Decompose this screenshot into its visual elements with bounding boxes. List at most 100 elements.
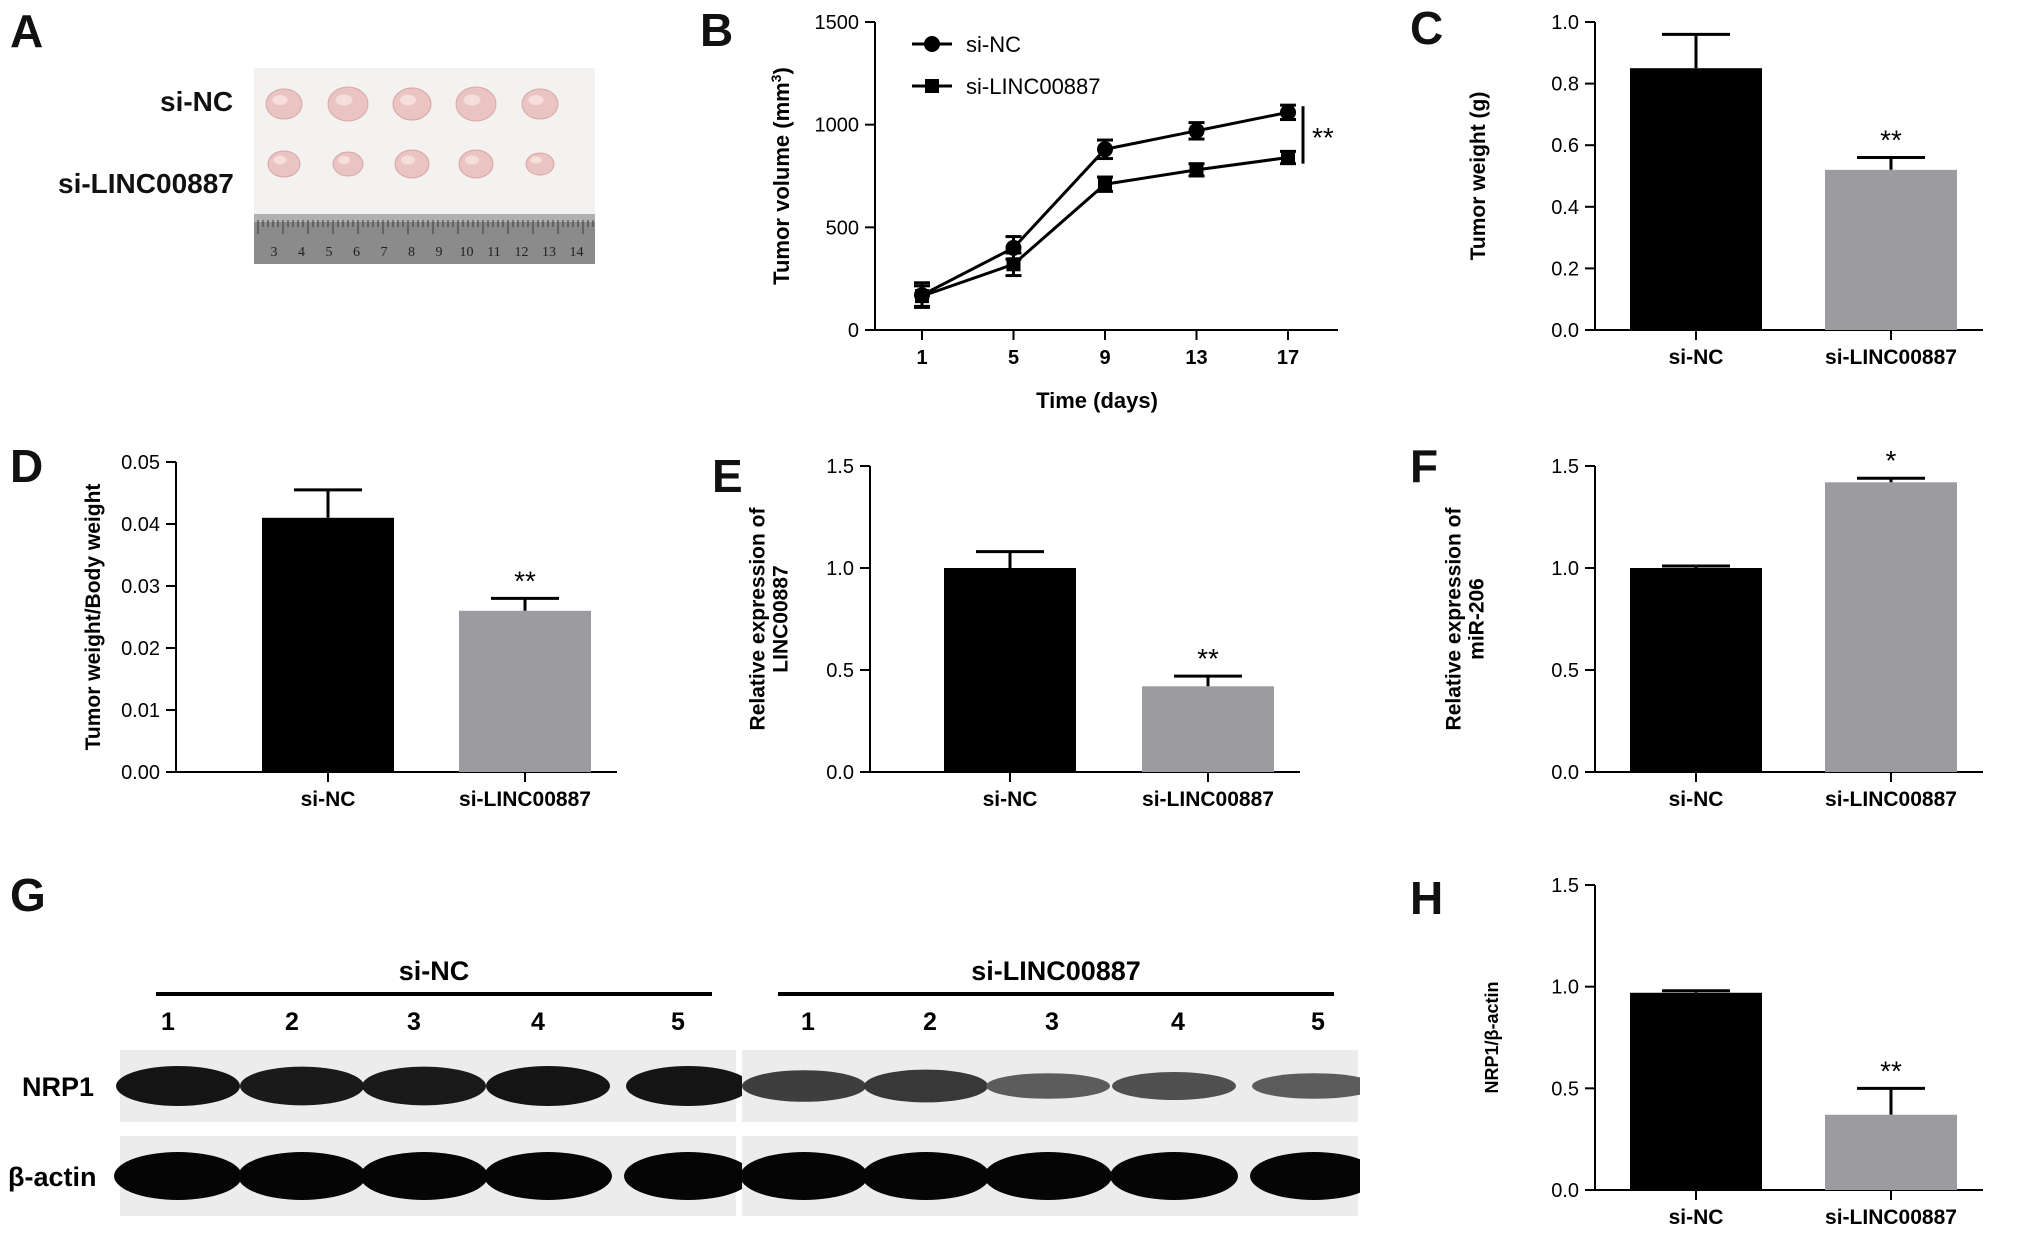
y-tick-label: 0.8 — [1551, 74, 1579, 96]
x-tick-label: si-LINC00887 — [1825, 346, 1957, 369]
x-tick-label: 17 — [1277, 347, 1299, 369]
x-tick-label: si-NC — [301, 788, 356, 811]
x-tick-label: si-NC — [1669, 788, 1724, 811]
band-nrp1 — [116, 1066, 240, 1106]
tumor-photo-drawing — [265, 86, 559, 179]
y-tick-label: 0.00 — [121, 762, 160, 784]
y-axis-label: Relative expression ofmiR-206 — [1442, 507, 1488, 731]
data-point — [1281, 150, 1295, 165]
x-tick-label: si-NC — [983, 788, 1038, 811]
ruler-number: 11 — [487, 245, 500, 260]
y-tick-label: 0.02 — [121, 638, 160, 660]
tumor-highlight-2-2 — [338, 156, 350, 164]
photo-row-label-si-nc: si-NC — [160, 86, 234, 117]
tumor-highlight-2-5 — [530, 156, 542, 164]
band-beta-actin — [484, 1152, 612, 1200]
ruler-number: 9 — [436, 245, 443, 260]
x-tick-label: si-LINC00887 — [459, 788, 591, 811]
band-nrp1 — [1112, 1072, 1236, 1100]
significance-marker: ** — [1312, 122, 1334, 153]
chart-panel-b: B 0 500 1000 1500 1 5 9 13 17 Time (days) Tumor vol… — [700, 4, 1338, 413]
y-axis-label: Tumor volume (mm3) — [768, 67, 794, 285]
bar-si-nc — [1630, 568, 1762, 772]
data-point — [1280, 104, 1296, 121]
panel-label-g: G — [10, 869, 46, 921]
x-tick-label: si-LINC00887 — [1825, 788, 1957, 811]
blot-row-label-nrp1: NRP1 — [22, 1072, 94, 1102]
band-nrp1 — [362, 1066, 486, 1106]
band-nrp1 — [986, 1073, 1110, 1099]
y-tick-label: 1.5 — [1551, 456, 1579, 478]
y-tick-label: 0.01 — [121, 700, 160, 722]
lane-number: 2 — [285, 1008, 299, 1036]
lane-number: 1 — [801, 1008, 815, 1036]
legend-label: si-LINC00887 — [966, 74, 1101, 99]
x-tick-label: si-LINC00887 — [1142, 788, 1274, 811]
panel-label: B — [700, 4, 733, 56]
y-tick-label: 0.03 — [121, 576, 160, 598]
x-tick-label: 5 — [1008, 347, 1019, 369]
legend-marker — [925, 79, 939, 93]
bar-si-linc00887 — [1142, 686, 1274, 772]
significance-marker: ** — [514, 565, 536, 596]
ruler-number: 3 — [271, 245, 278, 260]
panel-label: F — [1410, 440, 1438, 492]
y-tick-label: 1.0 — [1551, 12, 1579, 34]
lane-number: 2 — [923, 1008, 937, 1036]
tumor-highlight-1-2 — [335, 94, 353, 106]
y-tick-label: 1500 — [815, 12, 860, 34]
significance-marker: ** — [1880, 1055, 1902, 1086]
significance-marker: ** — [1880, 125, 1902, 156]
ruler-number: 13 — [542, 245, 556, 260]
band-beta-actin — [624, 1152, 752, 1200]
data-point — [1189, 162, 1204, 177]
band-nrp1 — [1252, 1073, 1360, 1099]
ruler-drawing: 3 4 5 6 7 8 9 10 11 12 13 14 — [254, 214, 595, 260]
significance-marker: * — [1886, 445, 1897, 476]
y-tick-label: 0.0 — [826, 762, 854, 784]
bar-si-linc00887 — [1825, 482, 1957, 772]
x-tick-label: si-NC — [1669, 346, 1724, 369]
y-tick-label: 0.0 — [1551, 320, 1579, 342]
band-nrp1 — [486, 1066, 610, 1106]
y-tick-label: 1.0 — [826, 558, 854, 580]
band-beta-actin — [862, 1152, 990, 1200]
western-blot: si-NC 1 2 3 4 5 si-LINC00887 1 2 3 4 5 NRP1 β-actin — [8, 956, 1360, 1216]
y-tick-label: 0.5 — [1551, 660, 1579, 682]
ruler-number: 12 — [515, 245, 529, 260]
chart-panel-f: F 0.0 0.5 1.0 1.5 si-NC si-LINC00887 * Relative … — [1410, 440, 1983, 811]
y-tick-label: 0.05 — [121, 452, 160, 474]
y-tick-label: 0.4 — [1551, 197, 1579, 219]
y-tick-label: 0.0 — [1551, 762, 1579, 784]
tumor-highlight-2-1 — [273, 155, 287, 165]
tumor-highlight-1-5 — [528, 95, 544, 105]
y-tick-label: 1.0 — [1551, 977, 1579, 999]
x-tick-label: si-NC — [1669, 1206, 1724, 1229]
lane-number: 4 — [531, 1008, 545, 1036]
y-tick-label: 0.6 — [1551, 135, 1579, 157]
band-beta-actin — [1110, 1152, 1238, 1200]
significance-marker: ** — [1197, 643, 1219, 674]
bar-si-linc00887 — [1825, 169, 1957, 330]
chart-panel-h: H 0.0 0.5 1.0 1.5 si-NC si-LINC00887 ** NRP1/β-a… — [1410, 872, 1983, 1229]
band-beta-actin — [984, 1152, 1112, 1200]
y-axis-label: Tumor weight (g) — [1467, 92, 1490, 261]
ruler-edge — [254, 214, 595, 222]
data-point — [1097, 141, 1113, 158]
bar-si-nc — [262, 517, 394, 772]
band-beta-actin — [238, 1152, 366, 1200]
ruler-number: 14 — [570, 245, 584, 260]
data-point — [1188, 122, 1205, 139]
lane-number: 4 — [1171, 1008, 1185, 1036]
bar-si-linc00887 — [459, 610, 591, 772]
band-nrp1 — [626, 1066, 750, 1106]
lane-number: 3 — [1045, 1008, 1059, 1036]
bar-si-linc00887 — [1825, 1114, 1957, 1190]
blot-row-label-beta-actin: β-actin — [8, 1162, 97, 1192]
bar-si-nc — [944, 568, 1076, 772]
band-nrp1 — [742, 1070, 866, 1102]
data-point — [915, 289, 929, 304]
x-tick-label: si-LINC00887 — [1825, 1206, 1957, 1229]
ruler-number: 5 — [326, 245, 333, 260]
